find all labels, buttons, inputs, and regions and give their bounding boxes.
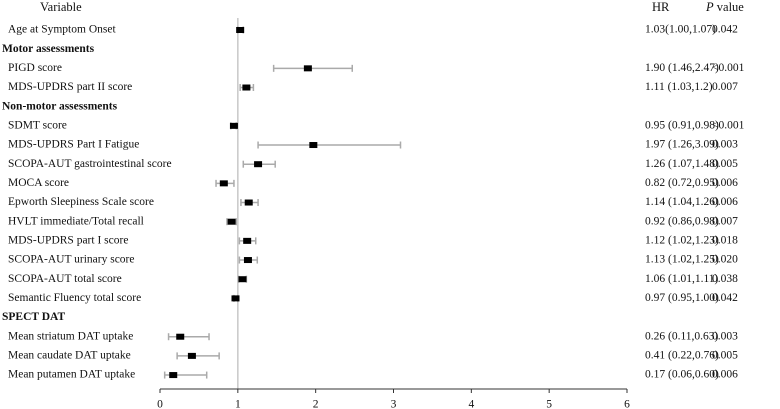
p-value: 0.003 <box>712 139 738 151</box>
row-label: PIGD score <box>8 62 62 74</box>
hr-label: 0.95 (0.91,0.98) <box>645 119 719 131</box>
p-value: 0.018 <box>712 235 738 247</box>
hr-label: 0.41 (0.22,0.76) <box>645 350 719 362</box>
p-value: 0.006 <box>712 196 738 208</box>
p-value: 0.007 <box>712 81 738 93</box>
p-value: <0.001 <box>712 62 745 74</box>
hr-label: 0.82 (0.72,0.95) <box>645 177 719 189</box>
row-label: MDS-UPDRS part I score <box>8 235 128 247</box>
row-label: SCOPA-AUT gastrointestinal score <box>8 158 172 170</box>
x-tick-label: 5 <box>546 399 552 409</box>
row-label: Mean putamen DAT uptake <box>8 369 135 381</box>
p-value: 0.005 <box>712 350 738 362</box>
hr-label: 0.97 (0.95,1.00) <box>645 292 719 304</box>
point-estimate <box>169 372 178 379</box>
hr-label: 1.12 (1.02,1.23) <box>645 235 719 247</box>
row-label: MDS-UPDRS Part I Fatigue <box>8 139 139 151</box>
p-value: 0.007 <box>712 215 738 227</box>
group-header: Non-motor assessments <box>2 100 118 112</box>
row-label: Age at Symptom Onset <box>8 24 116 36</box>
hr-label: 1.13 (1.02,1.25) <box>645 254 719 266</box>
x-tick-label: 3 <box>391 399 397 409</box>
p-value: 0.042 <box>712 24 738 36</box>
hr-label: 1.11 (1.03,1.2) <box>645 81 713 93</box>
hr-label: 1.06 (1.01,1.11) <box>645 273 719 285</box>
row-label: Mean caudate DAT uptake <box>8 350 131 362</box>
hr-label: 0.26 (0.11,0.63) <box>645 330 719 342</box>
hr-label: 0.92 (0.86,0.98) <box>645 215 719 227</box>
point-estimate <box>229 122 238 129</box>
point-estimate <box>236 27 245 33</box>
point-estimate <box>242 84 251 91</box>
point-estimate <box>187 352 196 359</box>
p-value: 0.038 <box>712 273 738 285</box>
row-label: SCOPA-AUT urinary score <box>8 254 135 266</box>
p-value: 0.042 <box>712 292 738 304</box>
p-value: 0.005 <box>712 158 738 170</box>
row-label: Mean striatum DAT uptake <box>8 330 133 342</box>
p-value: <0.001 <box>712 119 745 131</box>
hr-label: 1.14 (1.04,1.26) <box>645 196 719 208</box>
row-label: MOCA score <box>8 177 69 189</box>
column-header: P value <box>705 0 744 14</box>
row-label: MDS-UPDRS part II score <box>8 81 132 93</box>
point-estimate <box>231 295 240 302</box>
x-tick-label: 2 <box>313 399 319 409</box>
p-value: 0.003 <box>712 330 738 342</box>
x-tick-label: 6 <box>624 399 630 409</box>
column-header-part: value <box>717 0 745 14</box>
p-value: 0.006 <box>712 177 738 189</box>
hr-label: 0.17 (0.06,0.60) <box>645 369 719 381</box>
hr-label: 1.26 (1.07,1.48) <box>645 158 719 170</box>
hr-label: 1.90 (1.46,2.47) <box>645 62 719 74</box>
point-estimate <box>254 161 263 168</box>
hr-label: 1.97 (1.26,3.09) <box>645 139 719 151</box>
point-estimate <box>238 276 247 283</box>
point-estimate <box>244 199 253 206</box>
p-value: 0.006 <box>712 369 738 381</box>
group-header: SPECT DAT <box>2 311 65 323</box>
point-estimate <box>227 218 236 225</box>
point-estimate <box>219 180 228 187</box>
column-header-part: P <box>705 0 714 14</box>
column-header: HR <box>652 0 670 14</box>
row-label: Epworth Sleepiness Scale score <box>8 196 154 208</box>
column-header: Variable <box>40 0 82 14</box>
point-estimate <box>309 142 318 149</box>
x-tick-label: 4 <box>468 399 474 409</box>
group-header: Motor assessments <box>2 43 95 55</box>
x-tick-label: 1 <box>235 399 241 409</box>
x-tick-label: 0 <box>157 399 163 409</box>
point-estimate <box>243 237 252 244</box>
row-label: HVLT immediate/Total recall <box>8 215 144 227</box>
hr-label: 1.03(1.00,1.07) <box>645 24 716 36</box>
row-label: Semantic Fluency total score <box>8 292 141 304</box>
point-estimate <box>176 333 185 340</box>
row-label: SCOPA-AUT total score <box>8 273 122 285</box>
point-estimate <box>243 257 252 264</box>
point-estimate <box>303 65 312 72</box>
row-label: SDMT score <box>8 119 67 131</box>
p-value: 0.020 <box>712 254 738 266</box>
